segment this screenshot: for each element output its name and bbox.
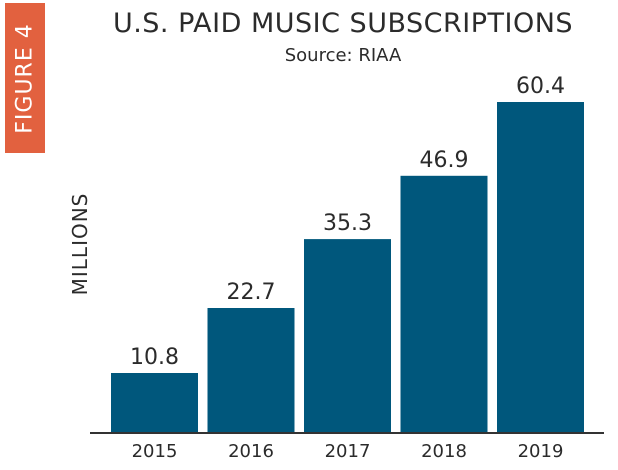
value-label-2017: 35.3 bbox=[323, 211, 372, 236]
bar-2018 bbox=[400, 175, 488, 433]
x-tick-labels-group: 2015 2016 2017 2018 2019 bbox=[132, 441, 564, 462]
x-tick-label-2019: 2019 bbox=[518, 441, 564, 462]
x-tick-label-2015: 2015 bbox=[132, 441, 178, 462]
x-tick-label-2018: 2018 bbox=[421, 441, 467, 462]
bars-group bbox=[111, 102, 584, 433]
figure-label-badge: FIGURE 4 bbox=[5, 3, 45, 153]
x-tick-label-2016: 2016 bbox=[228, 441, 274, 462]
value-label-2015: 10.8 bbox=[130, 345, 179, 370]
value-label-2019: 60.4 bbox=[516, 74, 565, 99]
bar-2017 bbox=[304, 239, 391, 432]
bar-2019 bbox=[497, 102, 584, 432]
value-label-2016: 22.7 bbox=[227, 280, 276, 305]
bar-2015 bbox=[111, 373, 198, 432]
bar-2016 bbox=[207, 308, 295, 432]
chart-subtitle: Source: RIAA bbox=[285, 45, 402, 66]
value-label-2018: 46.9 bbox=[420, 148, 469, 173]
y-axis-label: MILLIONS bbox=[68, 193, 92, 296]
value-labels-group: 10.8 22.7 35.3 46.9 60.4 bbox=[130, 74, 565, 370]
chart-title: U.S. PAID MUSIC SUBSCRIPTIONS bbox=[113, 8, 573, 39]
x-tick-label-2017: 2017 bbox=[325, 441, 371, 462]
